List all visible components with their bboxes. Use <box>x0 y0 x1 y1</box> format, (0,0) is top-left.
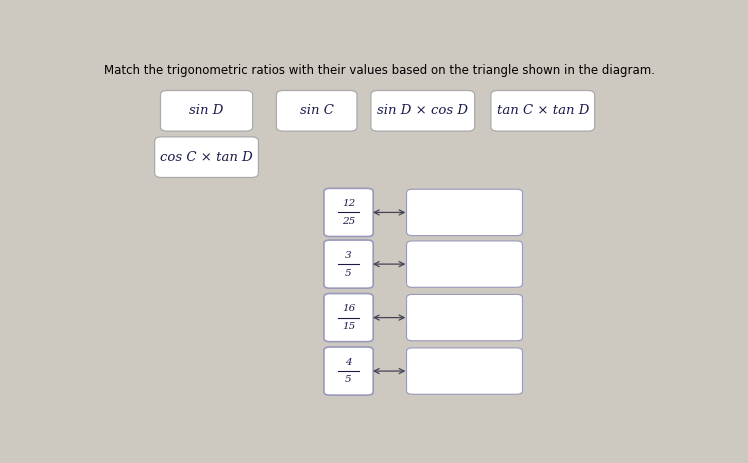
Text: sin C: sin C <box>300 104 334 117</box>
FancyBboxPatch shape <box>407 241 522 287</box>
Text: 3: 3 <box>346 250 352 260</box>
Text: 16: 16 <box>342 304 355 313</box>
Text: 25: 25 <box>342 217 355 226</box>
FancyBboxPatch shape <box>324 347 373 395</box>
FancyBboxPatch shape <box>491 90 595 131</box>
Text: sin D × cos D: sin D × cos D <box>377 104 468 117</box>
FancyBboxPatch shape <box>277 90 357 131</box>
FancyBboxPatch shape <box>407 189 522 236</box>
FancyBboxPatch shape <box>155 137 258 177</box>
Text: 5: 5 <box>346 269 352 277</box>
Text: Match the trigonometric ratios with their values based on the triangle shown in : Match the trigonometric ratios with thei… <box>104 64 655 77</box>
FancyBboxPatch shape <box>324 188 373 237</box>
FancyBboxPatch shape <box>407 348 522 394</box>
FancyBboxPatch shape <box>371 90 475 131</box>
FancyBboxPatch shape <box>324 294 373 342</box>
FancyBboxPatch shape <box>407 294 522 341</box>
Text: sin D: sin D <box>189 104 224 117</box>
FancyBboxPatch shape <box>324 240 373 288</box>
Text: 15: 15 <box>342 322 355 331</box>
Text: 5: 5 <box>346 375 352 384</box>
FancyBboxPatch shape <box>161 90 253 131</box>
Text: cos C × tan D: cos C × tan D <box>160 150 253 163</box>
Text: 12: 12 <box>342 199 355 208</box>
Text: tan C × tan D: tan C × tan D <box>497 104 589 117</box>
Text: 4: 4 <box>346 357 352 367</box>
